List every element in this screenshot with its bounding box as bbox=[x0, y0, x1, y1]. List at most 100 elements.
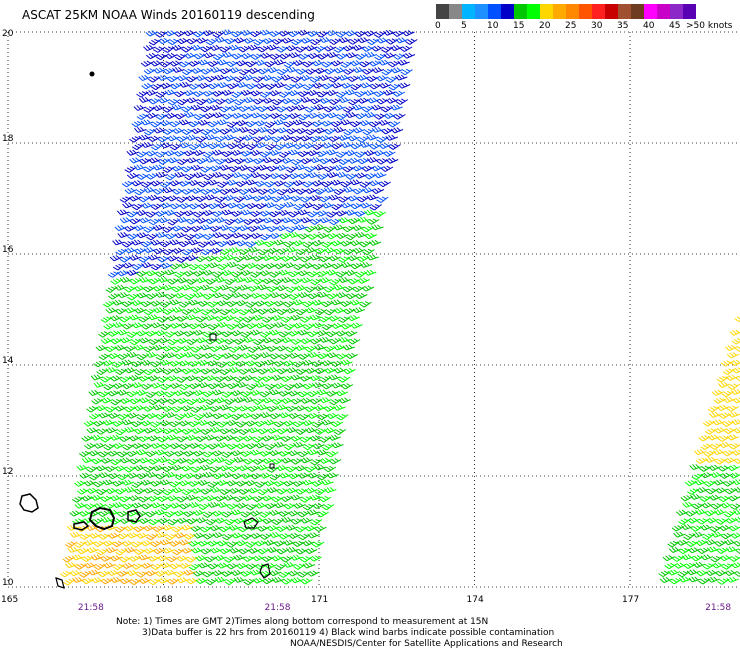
wind-barb bbox=[164, 233, 178, 240]
wind-barb bbox=[169, 60, 182, 67]
wind-barb bbox=[219, 67, 233, 75]
wind-barb bbox=[176, 517, 190, 524]
wind-barb bbox=[252, 278, 266, 285]
wind-barb bbox=[269, 172, 283, 180]
wind-barb bbox=[300, 157, 313, 165]
wind-barb bbox=[243, 97, 256, 104]
wind-barb bbox=[354, 172, 368, 179]
wind-barb bbox=[297, 390, 311, 398]
wind-barb bbox=[292, 59, 306, 66]
wind-barb bbox=[190, 225, 204, 232]
wind-barb bbox=[307, 532, 320, 539]
wind-barb bbox=[242, 555, 256, 562]
wind-barb bbox=[331, 82, 344, 89]
wind-barb bbox=[107, 352, 121, 360]
wind-barb bbox=[307, 330, 320, 338]
wind-barb bbox=[226, 179, 239, 186]
wind-barb bbox=[128, 254, 142, 261]
wind-barb bbox=[306, 390, 320, 398]
wind-barb bbox=[734, 570, 740, 577]
wind-barb bbox=[357, 157, 370, 165]
wind-barb bbox=[261, 555, 275, 562]
wind-barb bbox=[121, 479, 135, 486]
lon-label: 177 bbox=[622, 595, 639, 605]
wind-barb bbox=[127, 233, 140, 240]
wind-barb bbox=[278, 533, 292, 540]
wind-barb bbox=[307, 172, 321, 179]
wind-barb bbox=[714, 540, 728, 547]
wind-barb bbox=[231, 413, 245, 421]
wind-barb bbox=[307, 30, 320, 37]
wind-barb bbox=[150, 60, 163, 67]
wind-barb bbox=[209, 405, 223, 412]
wind-barb bbox=[255, 202, 268, 210]
wind-barb bbox=[295, 164, 308, 171]
wind-barb bbox=[152, 164, 166, 171]
wind-barb bbox=[295, 285, 308, 292]
wind-barb bbox=[157, 517, 171, 524]
wind-barb bbox=[285, 166, 299, 173]
wind-barb bbox=[255, 381, 268, 388]
wind-barb bbox=[231, 353, 245, 360]
wind-barb bbox=[268, 449, 282, 457]
wind-barb bbox=[314, 248, 328, 255]
wind-barb bbox=[86, 487, 100, 494]
wind-barb bbox=[281, 337, 294, 344]
wind-barb bbox=[195, 255, 208, 263]
wind-barb bbox=[148, 98, 161, 105]
wind-barb bbox=[223, 254, 237, 261]
wind-barb bbox=[162, 106, 175, 113]
wind-barb bbox=[264, 240, 277, 248]
wind-barb bbox=[318, 495, 332, 503]
wind-barb bbox=[209, 44, 223, 51]
wind-barb bbox=[96, 488, 109, 496]
wind-barb bbox=[231, 292, 244, 299]
wind-barb bbox=[385, 97, 399, 104]
wind-barb bbox=[188, 120, 201, 128]
wind-barb bbox=[252, 255, 265, 262]
wind-barb bbox=[152, 285, 166, 292]
wind-barb bbox=[727, 464, 740, 472]
wind-barb bbox=[205, 398, 218, 406]
wind-barb bbox=[86, 406, 99, 413]
wind-barb bbox=[148, 218, 161, 226]
wind-barb bbox=[300, 337, 313, 345]
map-title: ASCAT 25KM NOAA Winds 20160119 descendin… bbox=[22, 8, 315, 22]
wind-barb bbox=[157, 136, 171, 143]
wind-barb bbox=[359, 301, 372, 308]
wind-barb bbox=[311, 180, 325, 187]
wind-barb bbox=[112, 442, 126, 449]
wind-barb bbox=[249, 569, 263, 576]
wind-barb bbox=[159, 479, 173, 486]
wind-barb bbox=[202, 571, 215, 578]
wind-barb bbox=[148, 157, 161, 164]
wind-barb bbox=[188, 540, 201, 547]
wind-barb bbox=[172, 127, 185, 134]
wind-barb bbox=[233, 136, 247, 143]
wind-barb bbox=[257, 428, 271, 435]
wind-barb bbox=[273, 59, 287, 66]
wind-barb bbox=[145, 450, 159, 458]
wind-barb bbox=[150, 263, 164, 271]
wind-barb bbox=[93, 481, 106, 488]
wind-barb bbox=[131, 120, 144, 128]
wind-barb bbox=[311, 60, 325, 67]
wind-barb bbox=[286, 187, 299, 194]
wind-barb bbox=[352, 127, 366, 134]
wind-barb bbox=[204, 495, 218, 502]
wind-barb bbox=[188, 480, 201, 487]
wind-barb bbox=[133, 104, 147, 111]
wind-barb bbox=[114, 344, 128, 351]
wind-barb bbox=[281, 457, 294, 464]
wind-barb bbox=[321, 503, 335, 511]
wind-barb bbox=[264, 181, 277, 188]
wind-barb bbox=[176, 435, 189, 443]
wind-barb bbox=[276, 248, 290, 255]
wind-barb bbox=[233, 158, 247, 165]
wind-barb bbox=[307, 52, 321, 60]
wind-barb bbox=[264, 539, 277, 546]
wind-barb bbox=[119, 196, 133, 203]
wind-barb bbox=[198, 322, 211, 329]
wind-barb bbox=[83, 562, 97, 569]
wind-barb bbox=[371, 165, 384, 172]
